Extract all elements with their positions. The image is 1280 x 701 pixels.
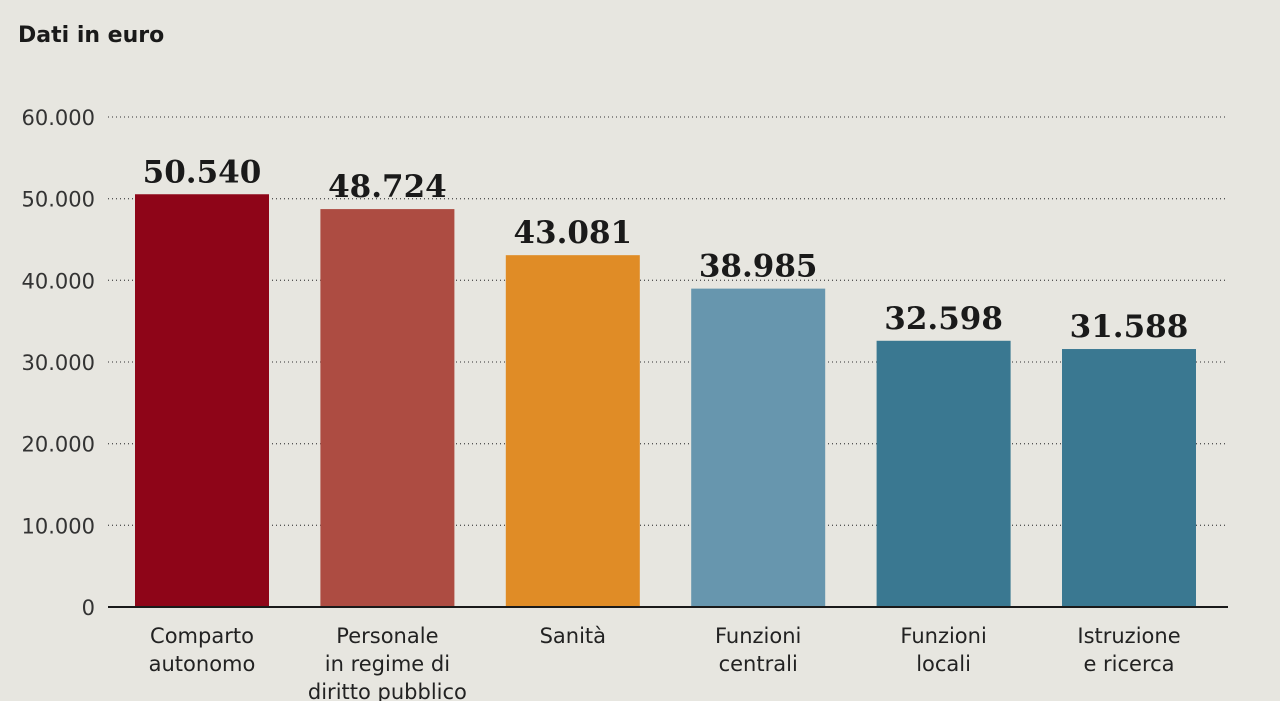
bar: [1062, 349, 1196, 607]
data-label: 50.540: [143, 154, 262, 190]
x-tick-label: Funzioni: [715, 624, 801, 648]
x-axis-labels: Comparto autonomo Personale in regime di dir…: [149, 624, 1181, 701]
y-tick-label: 40.000: [22, 269, 95, 293]
bar: [691, 288, 826, 607]
bar: [135, 194, 269, 608]
data-label: 31.588: [1070, 309, 1189, 345]
x-tick-label: Personale: [336, 624, 438, 648]
y-tick-label: 20.000: [22, 433, 95, 457]
data-label: 48.724: [328, 169, 447, 205]
x-tick-label: diritto pubblico: [308, 680, 467, 701]
x-tick-label: locali: [916, 652, 971, 676]
bar: [320, 209, 455, 607]
x-tick-label: autonomo: [149, 652, 256, 676]
x-tick-label: Comparto: [150, 624, 254, 648]
grid-lines: [108, 116, 1228, 526]
bar: [505, 255, 640, 608]
bars: [135, 194, 1196, 608]
bar: [876, 340, 1011, 607]
data-label: 38.985: [699, 249, 818, 285]
x-tick-label: e ricerca: [1083, 652, 1174, 676]
y-tick-label: 60.000: [22, 106, 95, 130]
y-axis-ticks: 0 10.000 20.000 30.000 40.000 50.000 60.000: [22, 106, 95, 620]
x-tick-label: Sanità: [540, 624, 606, 648]
y-tick-label: 50.000: [22, 188, 95, 212]
x-tick-label: centrali: [719, 652, 798, 676]
data-labels: 50.540 48.724 43.081 38.985 32.598 31.588: [143, 154, 1189, 345]
data-label: 32.598: [884, 301, 1003, 337]
x-tick-label: Istruzione: [1077, 624, 1180, 648]
y-tick-label: 30.000: [22, 351, 95, 375]
y-tick-label: 0: [82, 596, 95, 620]
data-label: 43.081: [513, 215, 632, 251]
x-tick-label: Funzioni: [900, 624, 986, 648]
chart-subtitle: Dati in euro: [18, 23, 164, 48]
y-tick-label: 10.000: [22, 514, 95, 538]
x-tick-label: in regime di: [325, 652, 450, 676]
